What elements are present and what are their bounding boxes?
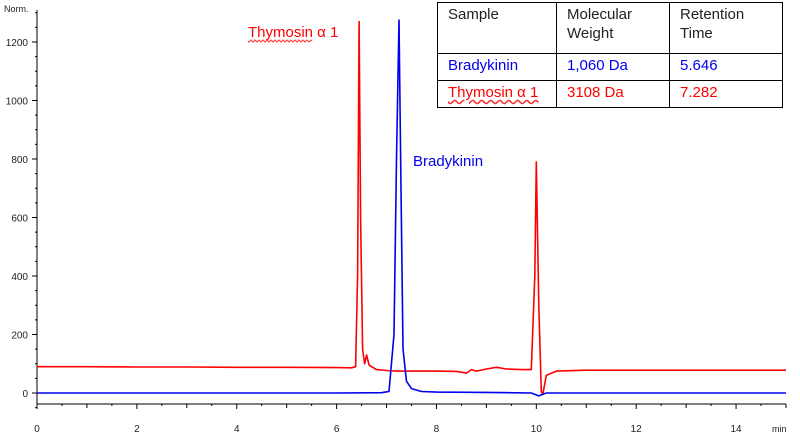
- series-line-thymosin: [37, 20, 786, 396]
- y-tick-label: 1000: [6, 97, 29, 108]
- y-tick-label: 200: [11, 331, 28, 342]
- cell-sample-text: Thymosin α 1: [448, 84, 539, 101]
- thymosin-annotation: Thymosin α 1: [248, 24, 338, 41]
- cell-sample: Bradykinin: [437, 53, 557, 81]
- y-axis-label: Norm.: [4, 4, 29, 14]
- table-row: Bradykinin 1,060 Da 5.646: [437, 53, 783, 81]
- x-tick-label: 12: [631, 424, 643, 435]
- x-tick-label: 8: [434, 424, 440, 435]
- x-tick-label: 0: [34, 424, 40, 435]
- header-sample: Sample: [437, 2, 557, 54]
- x-axis-label: min: [772, 424, 787, 434]
- cell-sample: Thymosin α 1: [437, 80, 557, 108]
- bradykinin-annotation: Bradykinin: [413, 153, 483, 170]
- header-retention-time: Retention Time: [669, 2, 783, 54]
- cell-time: 5.646: [669, 53, 783, 81]
- x-tick-label: 10: [531, 424, 543, 435]
- y-tick-label: 1200: [6, 38, 29, 49]
- cell-weight: 1,060 Da: [556, 53, 670, 81]
- thymosin-annotation-underline: [247, 39, 313, 43]
- series-layer: [37, 19, 786, 397]
- y-tick-label: 800: [11, 155, 28, 166]
- x-tick-label: 2: [134, 424, 140, 435]
- x-tick-label: 6: [334, 424, 340, 435]
- cell-time: 7.282: [669, 80, 783, 108]
- y-tick-label: 400: [11, 272, 28, 283]
- series-line-bradykinin: [37, 19, 786, 397]
- table-header-row: Sample Molecular Weight Retention Time: [437, 2, 783, 54]
- cell-weight: 3108 Da: [556, 80, 670, 108]
- sample-table: Sample Molecular Weight Retention Time B…: [437, 2, 783, 108]
- y-tick-label: 600: [11, 214, 28, 225]
- x-tick-label: 14: [731, 424, 743, 435]
- x-tick-label: 4: [234, 424, 240, 435]
- axes: 0 2 4 6 8 10 12 14 0 200 400 600 800 1000 1200: [6, 10, 787, 435]
- table-row: Thymosin α 1 3108 Da 7.282: [437, 80, 783, 108]
- y-tick-label: 0: [22, 389, 28, 400]
- header-molecular-weight: Molecular Weight: [556, 2, 670, 54]
